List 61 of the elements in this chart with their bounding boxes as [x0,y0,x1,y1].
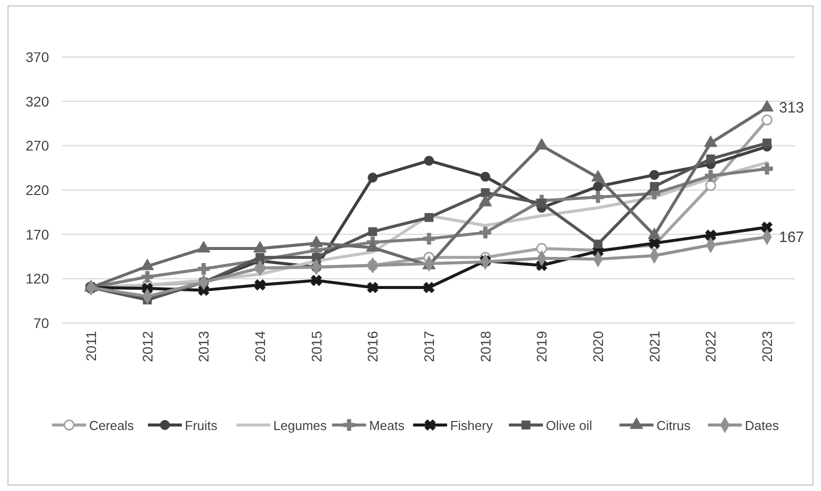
x-tick-label: 2014 [252,330,268,362]
point [479,226,492,238]
x-tick-label: 2023 [759,330,775,362]
point [593,181,603,192]
point [704,170,717,182]
point [368,227,378,236]
point [480,188,490,198]
point [312,252,321,262]
point [424,213,434,222]
point [762,114,772,126]
y-tick-label: 70 [33,315,50,331]
y-tick-label: 170 [26,226,50,242]
x-tick-label: 2012 [139,330,156,362]
point [705,180,716,192]
point [594,240,602,249]
legend-label: Olive oil [546,418,592,433]
x-tick-label: 2011 [83,330,99,362]
x-tick-label: 2021 [646,330,662,362]
legend-label: Dates [744,418,780,433]
y-tick-label: 120 [26,270,50,287]
legend-label: Legumes [273,418,328,433]
legend-label: Citrus [656,418,691,433]
point [198,263,210,275]
point [762,138,772,148]
legend-label: Fishery [450,418,494,433]
legend-label: Cereals [89,418,134,433]
x-tick-label: 2019 [534,330,550,362]
point [592,191,604,203]
point [649,170,660,180]
point [141,271,154,283]
x-tick-label: 2020 [590,330,606,362]
point [423,282,435,294]
legend-label: Fruits [184,418,218,433]
x-tick-label: 2017 [421,330,437,362]
y-tick-label: 320 [26,93,50,110]
point [367,282,378,294]
x-tick-label: 2016 [364,330,381,362]
point [705,230,716,241]
legend-label: Meats [369,418,405,433]
x-tick-label: 2018 [477,330,494,362]
point [424,156,434,166]
y-tick-label: 270 [26,138,50,154]
point [423,232,435,245]
point [536,243,548,254]
point [254,279,266,290]
y-tick-label: 370 [26,49,50,65]
point [706,154,716,164]
annotation: 313 [779,100,804,117]
point [368,172,378,183]
annotation: 167 [779,228,804,246]
point [310,274,322,286]
point [650,182,659,191]
point [480,172,490,182]
point [537,198,546,208]
point [256,252,264,262]
point [761,162,773,175]
x-tick-label: 2013 [196,330,212,362]
y-tick-label: 220 [26,182,50,198]
point [761,222,773,233]
x-tick-label: 2015 [308,330,324,362]
x-tick-label: 2022 [702,330,719,362]
